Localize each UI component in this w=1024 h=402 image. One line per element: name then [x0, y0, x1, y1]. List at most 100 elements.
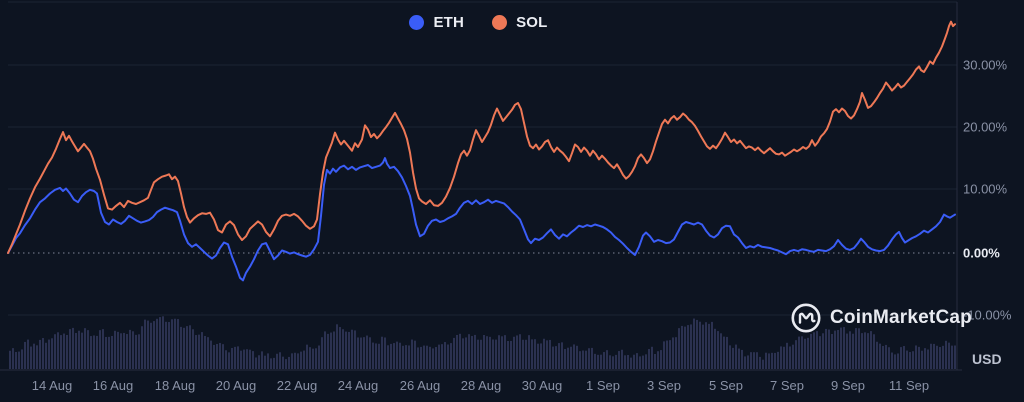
legend-item-eth[interactable]: ETH — [409, 14, 464, 31]
volume-bar — [222, 344, 224, 369]
volume-bar — [771, 352, 773, 369]
currency-unit-label[interactable]: USD — [972, 351, 1002, 367]
volume-bar — [696, 319, 698, 369]
x-axis-tick-label: 18 Aug — [155, 378, 196, 393]
volume-bar — [93, 335, 95, 369]
volume-bar — [459, 333, 461, 369]
volume-bar — [387, 345, 389, 369]
volume-bar — [51, 338, 53, 369]
volume-bar — [666, 340, 668, 369]
volume-bar — [213, 344, 215, 369]
volume-bar — [204, 335, 206, 369]
volume-bar — [645, 354, 647, 369]
volume-bar — [423, 345, 425, 369]
volume-bar — [96, 335, 98, 369]
volume-bar — [414, 340, 416, 369]
volume-bar — [876, 341, 878, 369]
volume-bar — [453, 337, 455, 369]
volume-bar — [333, 331, 335, 369]
volume-bar — [318, 345, 320, 369]
volume-bar — [231, 347, 233, 369]
x-axis-tick-label: 9 Sep — [831, 378, 865, 393]
volume-bar — [942, 345, 944, 369]
volume-bar — [750, 352, 752, 369]
legend-label-sol: SOL — [516, 13, 548, 31]
volume-bar — [396, 341, 398, 369]
x-axis-tick-label: 24 Aug — [338, 378, 379, 393]
volume-bar — [759, 356, 761, 369]
volume-bar — [162, 316, 164, 369]
volume-bar — [258, 355, 260, 369]
volume-bar — [579, 351, 581, 369]
volume-bar — [150, 322, 152, 369]
volume-bar — [540, 343, 542, 369]
brand-name: CoinMarketCap — [830, 307, 972, 328]
volume-bar — [42, 338, 44, 369]
volume-bar — [306, 344, 308, 369]
volume-bar — [180, 326, 182, 369]
volume-bar — [309, 347, 311, 369]
volume-bar — [717, 331, 719, 369]
volume-bar — [489, 336, 491, 369]
volume-bar — [312, 348, 314, 369]
volume-bar — [291, 353, 293, 369]
volume-bar — [45, 342, 47, 369]
volume-bar — [36, 345, 38, 369]
legend-item-sol[interactable]: SOL — [492, 14, 547, 31]
volume-bar — [153, 321, 155, 369]
volume-bar — [492, 339, 494, 369]
volume-bar — [861, 333, 863, 369]
volume-bar — [549, 339, 551, 369]
volume-bar — [639, 356, 641, 369]
volume-bar — [573, 344, 575, 369]
volume-bar — [819, 336, 821, 369]
volume-bar — [807, 337, 809, 369]
volume-bar — [75, 332, 77, 369]
volume-bar — [84, 328, 86, 369]
volume-bar — [672, 337, 674, 369]
volume-bar — [240, 350, 242, 369]
volume-bar — [381, 336, 383, 369]
volume-bar — [792, 344, 794, 369]
volume-bar — [468, 334, 470, 369]
volume-bar — [483, 334, 485, 369]
volume-bar — [297, 353, 299, 369]
volume-bar — [936, 345, 938, 369]
volume-bar — [843, 327, 845, 369]
volume-bar — [354, 330, 356, 369]
volume-bar — [21, 349, 23, 369]
volume-bar — [108, 336, 110, 369]
volume-bar — [30, 346, 32, 369]
volume-bar — [897, 353, 899, 369]
eth-price-line[interactable] — [7, 157, 956, 282]
volume-bar — [39, 339, 41, 369]
volume-bar — [345, 331, 347, 369]
volume-bar — [945, 340, 947, 369]
volume-bar — [624, 355, 626, 369]
volume-bar — [186, 326, 188, 369]
volume-bar — [528, 335, 530, 369]
volume-bar — [738, 348, 740, 369]
eth-dot-icon — [409, 14, 425, 30]
volume-bar — [474, 334, 476, 369]
volume-bar — [126, 334, 128, 369]
volume-bar — [729, 345, 731, 369]
x-axis-tick-label: 7 Sep — [770, 378, 804, 393]
volume-bar — [195, 335, 197, 369]
volume-bar — [105, 336, 107, 369]
volume-bar — [18, 351, 20, 369]
volume-bar — [399, 342, 401, 369]
x-axis-tick-label: 11 Sep — [889, 378, 929, 393]
volume-bar — [525, 339, 527, 369]
volume-bar — [837, 329, 839, 369]
volume-bar — [357, 337, 359, 369]
volume-bar — [66, 334, 68, 369]
volume-bar — [510, 340, 512, 369]
volume-bar — [912, 351, 914, 369]
volume-bar — [444, 342, 446, 369]
sol-dot-icon — [492, 14, 508, 30]
volume-bar — [342, 329, 344, 369]
sol-price-line[interactable] — [7, 20, 956, 254]
volume-bar — [324, 331, 326, 369]
